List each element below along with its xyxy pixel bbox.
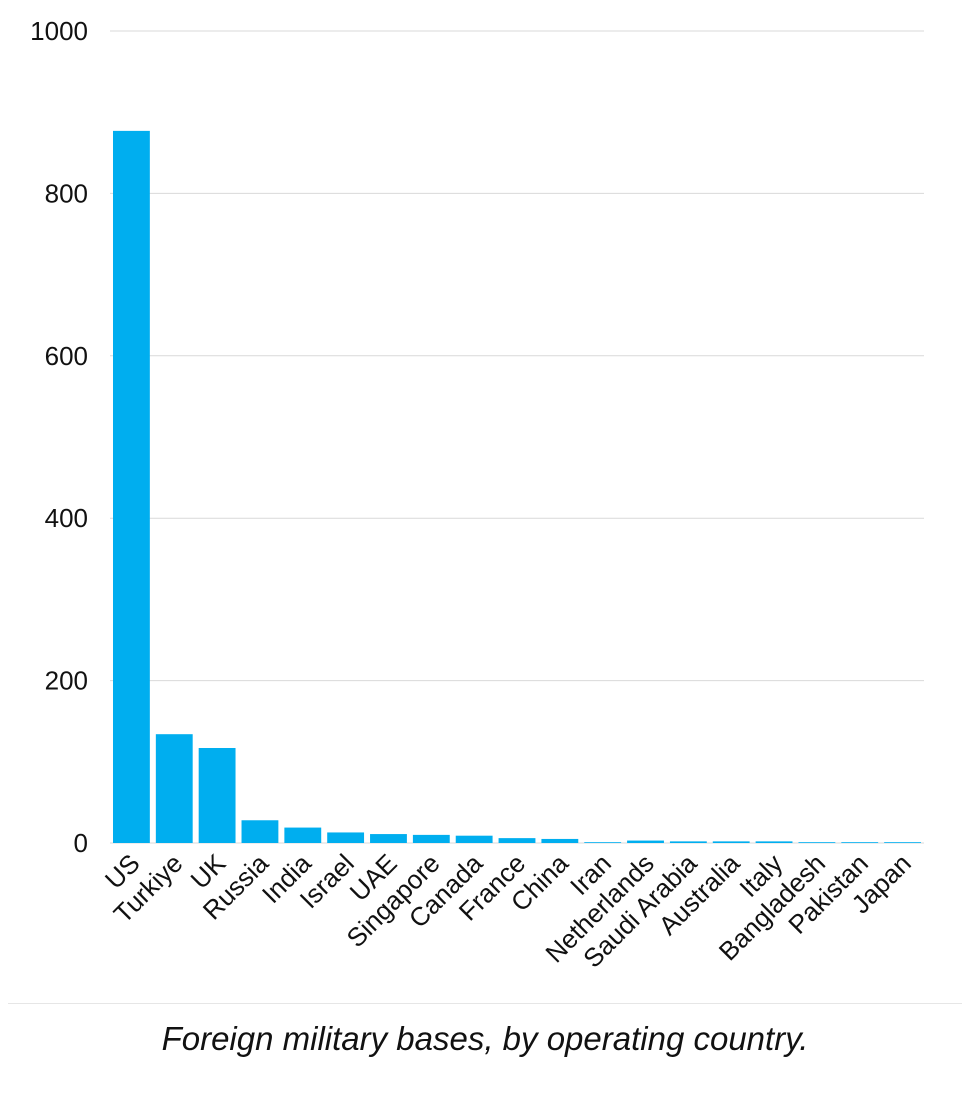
bar-us	[112, 130, 150, 844]
y-tick-label: 600	[45, 341, 88, 371]
y-tick-label: 0	[74, 828, 88, 858]
figure-caption: Foreign military bases, by operating cou…	[161, 1020, 809, 1057]
bar-iran	[584, 842, 622, 843]
bar-uk	[198, 747, 236, 843]
bar-singapore	[412, 834, 450, 843]
y-tick-label: 400	[45, 503, 88, 533]
bar-china	[541, 838, 579, 843]
caption-divider	[8, 1003, 962, 1004]
bar-israel	[327, 832, 365, 843]
bar-uae	[370, 834, 407, 843]
y-tick-label: 800	[45, 178, 88, 208]
bar-russia	[241, 820, 279, 843]
bar-australia	[712, 841, 750, 843]
bar-turkiye	[155, 734, 193, 843]
bars	[112, 130, 922, 844]
bar-chart: 0 200 400 600 800 1000 US Turkiye UK Russia India…	[30, 16, 924, 974]
bar-saudi-arabia	[669, 841, 707, 843]
bar-canada	[455, 835, 493, 843]
y-tick-label: 200	[45, 666, 88, 696]
bar-italy	[755, 841, 793, 843]
chart-svg: 0 200 400 600 800 1000 USTurkiyeUKRussiaIndia…	[30, 16, 924, 974]
bar-france	[498, 838, 536, 843]
bar-bangladesh	[798, 842, 836, 843]
x-axis-labels: USTurkiyeUKRussiaIndiaIsraelUAESingapore…	[99, 848, 917, 974]
y-tick-label: 1000	[30, 16, 88, 46]
y-axis-ticks: 0 200 400 600 800 1000	[30, 16, 88, 858]
bar-japan	[884, 842, 922, 843]
gridlines	[110, 30, 924, 844]
bar-pakistan	[841, 842, 879, 843]
bar-netherlands	[627, 840, 664, 843]
bar-india	[284, 827, 322, 843]
